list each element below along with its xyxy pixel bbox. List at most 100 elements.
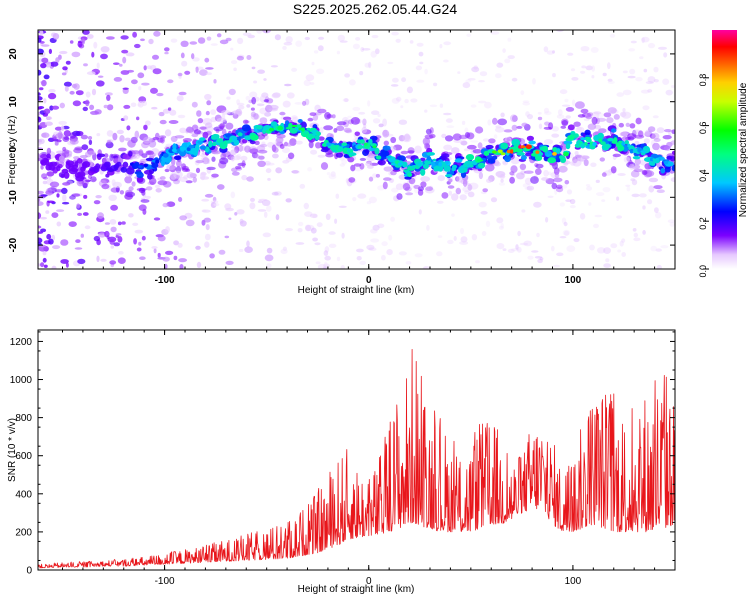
spectrogram-speckle (164, 51, 169, 55)
spectrogram-speckle (136, 247, 142, 252)
spectrogram-speckle (249, 91, 258, 99)
spectrogram-halo (110, 187, 120, 193)
spectrogram-speckle (622, 89, 632, 96)
spectrogram-speckle (607, 78, 613, 82)
spectrogram-halo (492, 117, 498, 125)
spectrogram-ridge-blob (443, 165, 451, 172)
spectrogram-halo (472, 149, 483, 154)
spectrogram-speckle (205, 224, 210, 231)
spectrogram-speckle (552, 50, 555, 54)
spectrogram-halo (195, 160, 204, 164)
spectrogram-halo (131, 181, 136, 187)
spectrogram-halo (644, 130, 650, 136)
spectrogram-speckle (40, 228, 47, 233)
spectrogram-ridge-blob (145, 157, 154, 162)
spectrogram-speckle (140, 38, 145, 42)
spectrogram-halo (166, 164, 176, 171)
spectrogram-ridge-blob (445, 174, 453, 178)
spectrogram-speckle (91, 88, 97, 96)
spectrogram-halo (656, 189, 665, 193)
spectrogram-halo (521, 122, 528, 128)
spectrogram-ridge-blob (666, 155, 673, 160)
spectrogram-speckle (138, 241, 142, 246)
spectrogram-speckle (656, 127, 665, 134)
spectrogram-halo (634, 158, 641, 166)
spectrogram-speckle (246, 240, 250, 247)
spectrogram-speckle (93, 41, 98, 49)
spectrogram-speckle (416, 79, 425, 83)
spectrogram-speckle (192, 57, 200, 62)
spectrogram-speckle (166, 201, 176, 207)
spectrogram-speckle (622, 108, 626, 113)
snr-y-tick-label: 400 (15, 489, 32, 500)
spectrogram-speckle (316, 68, 325, 75)
spectrogram-halo (275, 138, 281, 144)
snr-y-tick-label: 800 (15, 413, 32, 424)
spectrogram-speckle (392, 77, 399, 83)
spectrogram-halo (279, 144, 285, 149)
spectrogram-ridge-core (598, 138, 603, 143)
spectrogram-ridge-core (386, 155, 392, 159)
spectrogram-speckle (113, 242, 120, 247)
spectrogram-ridge-core (432, 158, 437, 162)
spectrogram-speckle (42, 257, 47, 263)
spectrogram-speckle (38, 237, 43, 244)
spectrogram-speckle (538, 123, 543, 130)
spectrogram-ridge-blob (650, 162, 656, 166)
spectrogram-speckle (121, 49, 129, 54)
spectrogram-ridge-core (600, 141, 606, 146)
spectrogram-speckle (326, 172, 331, 176)
spectrogram-speckle (418, 51, 424, 57)
spectrogram-speckle (62, 201, 70, 205)
spectrogram-ridge-core (492, 150, 497, 154)
spectrogram-ridge-core (672, 164, 675, 169)
spectrogram-speckle (75, 90, 84, 96)
spectrogram-ridge-core (632, 150, 637, 153)
spectrogram-ridge-blob (255, 125, 263, 130)
spectrogram-halo (477, 142, 483, 149)
spectrogram-speckle (71, 83, 77, 89)
spectrogram-ridge-blob (250, 134, 259, 141)
spectrogram-ridge-blob (514, 148, 524, 153)
spectrogram-halo (138, 149, 144, 156)
spectrogram-ridge-blob (624, 140, 629, 145)
colorbar-gradient (712, 30, 737, 269)
spectrogram-ridge-blob (580, 142, 586, 149)
spectrogram-halo (38, 138, 45, 145)
spectrogram-speckle (364, 62, 371, 68)
spectrogram-speckle (113, 62, 120, 65)
spectrogram-speckle (204, 57, 210, 63)
spectrogram-ridge-core (186, 147, 191, 152)
spectrogram-speckle (266, 247, 273, 254)
spectrogram-ridge-blob (542, 145, 549, 153)
spectrogram-ridge-blob (199, 137, 206, 142)
spectrogram-speckle (45, 210, 50, 214)
spectrogram-halo (630, 170, 640, 178)
spectrogram-halo (185, 126, 194, 133)
spectrogram-speckle (266, 205, 272, 212)
spectrogram-ridge-blob (382, 145, 391, 151)
spectrogram-halo (263, 99, 269, 103)
spectrogram-speckle (477, 100, 487, 104)
spectrogram-speckle (396, 96, 402, 102)
spectrogram-halo (164, 129, 172, 137)
spectrogram-speckle (283, 41, 293, 46)
spectrogram-speckle (69, 90, 75, 95)
spectrogram-speckle (97, 75, 104, 78)
spectrogram-ridge-core (470, 164, 474, 168)
spectrogram-speckle (406, 86, 413, 94)
spectrogram-speckle (355, 37, 361, 41)
spectrogram-ridge-blob (598, 128, 607, 134)
spectrogram-ridge-blob (407, 172, 413, 177)
spectrogram-speckle (591, 75, 595, 79)
spectrogram-halo (625, 122, 630, 127)
spectrogram-speckle (245, 95, 251, 101)
spectrogram-halo (390, 136, 397, 144)
spectrogram-speckle (38, 197, 41, 202)
spectrogram-ridge (40, 116, 675, 183)
spectrogram-halo (272, 147, 279, 153)
spectrogram-speckle (466, 33, 472, 37)
spectrogram-speckle (141, 235, 146, 241)
spectrogram-speckle (137, 103, 141, 107)
spectrogram-speckle (490, 197, 498, 203)
